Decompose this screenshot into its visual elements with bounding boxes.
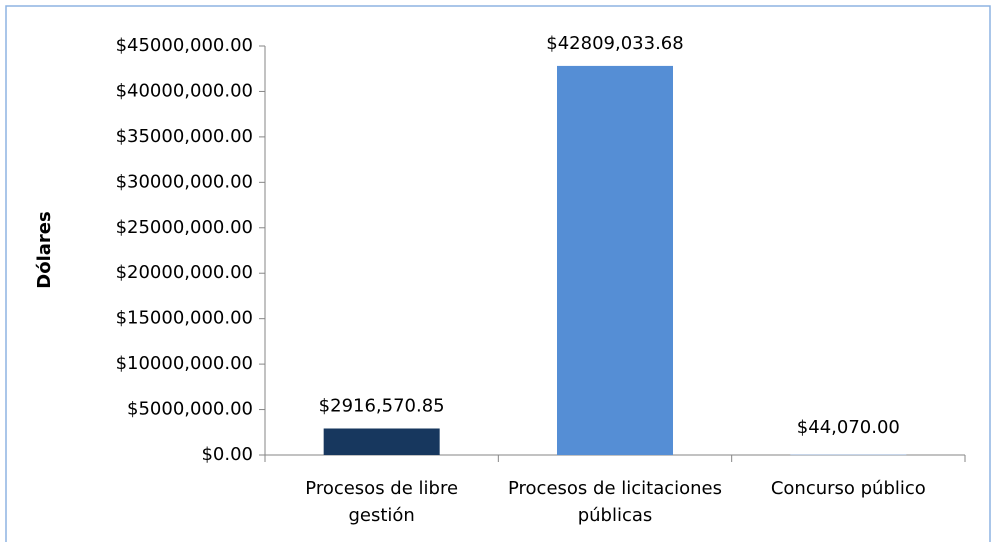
value-label: $2916,570.85	[319, 395, 445, 416]
x-tick-label: Concurso público	[770, 478, 926, 499]
y-axis-label: Dólares	[34, 211, 55, 288]
value-label: $44,070.00	[797, 417, 900, 438]
value-label: $42809,033.68	[546, 33, 683, 54]
y-tick-label: $40000,000.00	[116, 80, 253, 101]
x-tick-label: Procesos de libre gestión	[305, 478, 459, 526]
y-tick-label: $45000,000.00	[116, 35, 253, 56]
y-tick-label: $10000,000.00	[116, 353, 253, 374]
y-tick-label: $0.00	[201, 444, 253, 465]
bar	[790, 454, 907, 456]
y-tick-label: $25000,000.00	[116, 217, 253, 238]
bar	[557, 65, 673, 455]
x-tick-label: Procesos de licitaciones públicas	[508, 478, 722, 526]
y-tick-label: $35000,000.00	[116, 126, 253, 147]
y-tick-label: $5000,000.00	[127, 399, 253, 420]
y-tick-label: $20000,000.00	[116, 262, 253, 283]
y-tick-label: $30000,000.00	[116, 171, 253, 192]
chart-frame	[5, 5, 991, 542]
bar	[323, 428, 440, 455]
y-tick-label: $15000,000.00	[116, 308, 253, 329]
